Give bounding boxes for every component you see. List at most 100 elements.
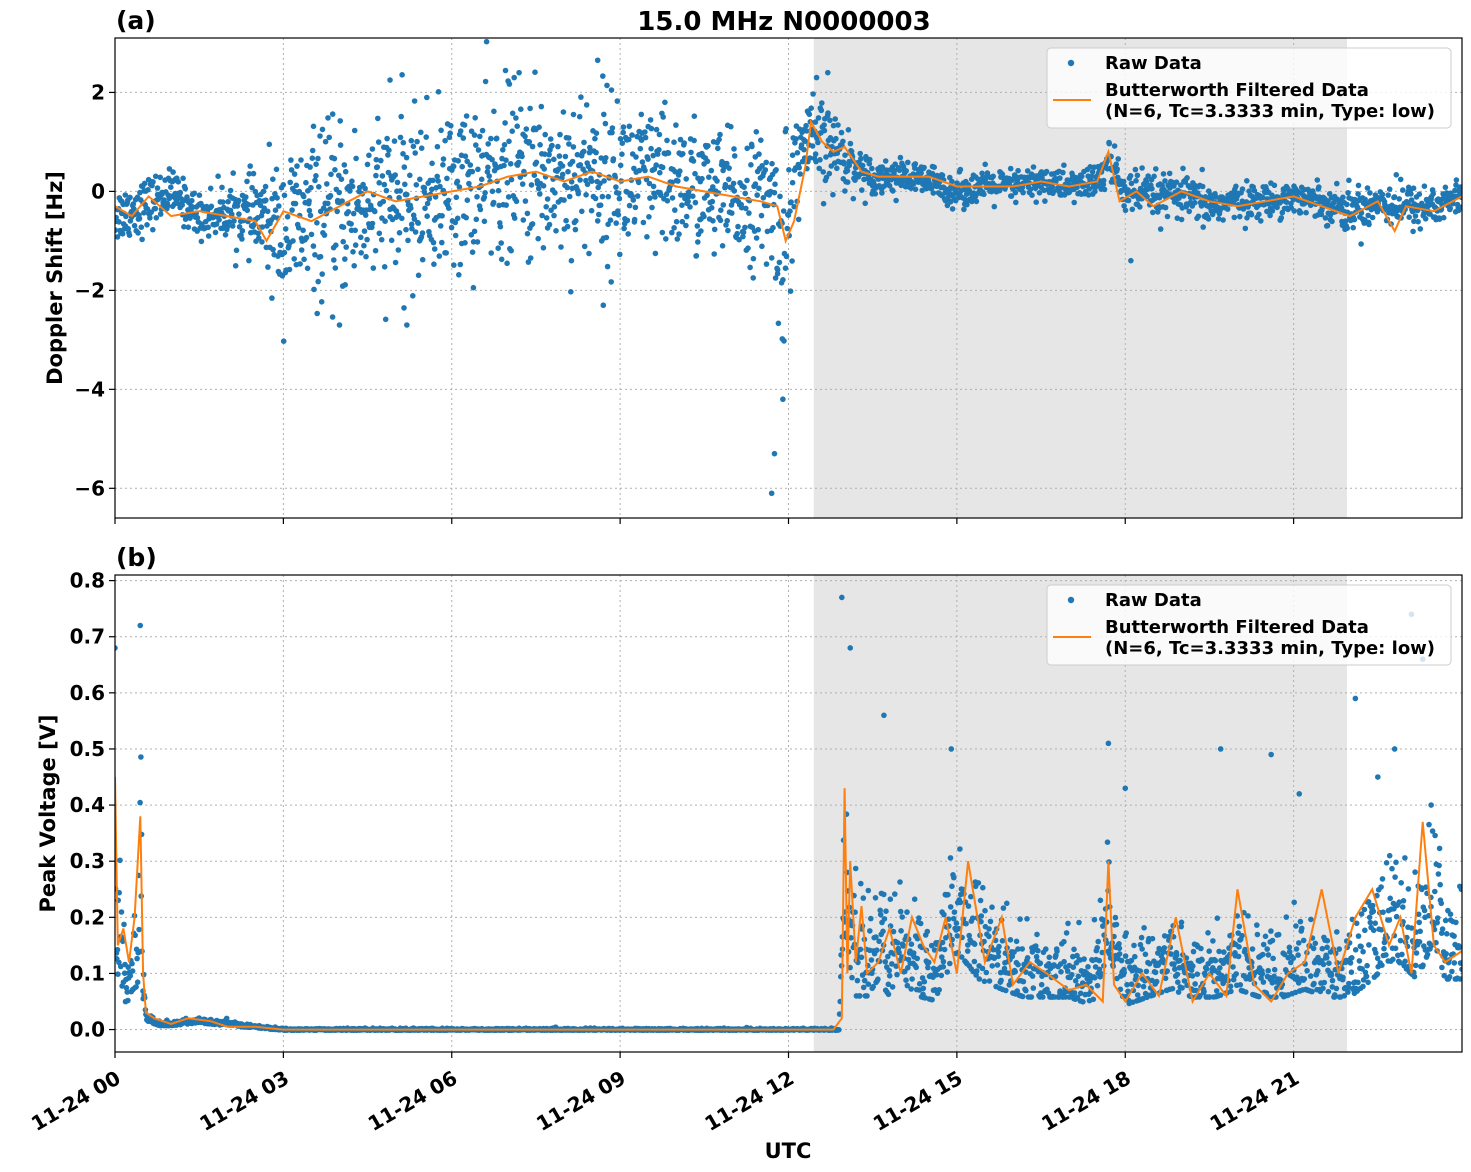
raw-data-point <box>619 151 625 157</box>
raw-data-point <box>1413 213 1419 219</box>
raw-data-point <box>127 232 133 238</box>
raw-data-point <box>1260 952 1266 958</box>
raw-data-point <box>1163 205 1169 211</box>
raw-data-point <box>1236 944 1242 950</box>
raw-data-point <box>130 968 136 974</box>
raw-data-point <box>178 190 184 196</box>
raw-data-point <box>1031 164 1037 170</box>
raw-data-point <box>472 132 478 138</box>
raw-data-point <box>881 892 887 898</box>
raw-data-point <box>810 91 816 97</box>
raw-data-point <box>482 219 488 225</box>
raw-data-point <box>950 206 956 212</box>
raw-data-point <box>1123 953 1129 959</box>
raw-data-point <box>961 207 967 213</box>
raw-data-point <box>351 211 357 217</box>
raw-data-point <box>320 127 326 133</box>
raw-data-point <box>409 138 415 144</box>
raw-data-point <box>1085 964 1091 970</box>
raw-data-point <box>1352 217 1358 223</box>
raw-data-point <box>690 193 696 199</box>
raw-data-point <box>925 929 931 935</box>
raw-data-point <box>886 992 892 998</box>
raw-data-point <box>671 225 677 231</box>
raw-data-point <box>972 941 978 947</box>
raw-data-point <box>392 138 398 144</box>
raw-data-point <box>725 228 731 234</box>
raw-data-point <box>324 181 330 187</box>
raw-data-point <box>475 167 481 173</box>
raw-data-point <box>949 884 955 890</box>
raw-data-point <box>294 183 300 189</box>
raw-data-point <box>1206 948 1212 954</box>
raw-data-point <box>825 110 831 116</box>
raw-data-point <box>909 976 915 982</box>
raw-data-point <box>1123 208 1129 214</box>
raw-data-point <box>1151 174 1157 180</box>
raw-data-point <box>115 971 121 977</box>
raw-data-point <box>514 199 520 205</box>
raw-data-point <box>446 198 452 204</box>
raw-data-point <box>972 959 978 965</box>
raw-data-point <box>992 204 998 210</box>
raw-data-point <box>620 140 626 146</box>
raw-data-point <box>1069 972 1075 978</box>
raw-data-point <box>557 132 563 138</box>
raw-data-point <box>1316 184 1322 190</box>
raw-data-point <box>539 104 545 110</box>
raw-data-point <box>512 215 518 221</box>
raw-data-point <box>859 955 865 961</box>
raw-data-point <box>692 113 698 119</box>
raw-data-point <box>724 218 730 224</box>
raw-data-point <box>1355 191 1361 197</box>
raw-data-point <box>136 927 142 933</box>
raw-data-point <box>780 396 786 402</box>
raw-data-point <box>458 262 464 268</box>
panel-label: (a) <box>116 6 156 35</box>
raw-data-point <box>887 973 893 979</box>
raw-data-point <box>987 978 993 984</box>
raw-data-point <box>1345 190 1351 196</box>
raw-data-point <box>283 226 289 232</box>
raw-data-point <box>832 116 838 122</box>
raw-data-point <box>921 165 927 171</box>
raw-data-point <box>732 153 738 159</box>
raw-data-point <box>621 226 627 232</box>
raw-data-point <box>348 221 354 227</box>
raw-data-point <box>851 196 857 202</box>
raw-data-point <box>846 127 852 133</box>
raw-data-point <box>225 199 231 205</box>
raw-data-point <box>422 185 428 191</box>
raw-data-point <box>908 986 914 992</box>
raw-data-point <box>1141 925 1147 931</box>
raw-data-point <box>787 208 793 214</box>
raw-data-point <box>941 912 947 918</box>
raw-data-point <box>1294 946 1300 952</box>
raw-data-point <box>957 846 963 852</box>
raw-data-point <box>742 225 748 231</box>
raw-data-point <box>586 251 592 257</box>
raw-data-point <box>627 124 633 130</box>
raw-data-point <box>436 89 442 95</box>
raw-data-point <box>472 115 478 121</box>
raw-data-point <box>1150 210 1156 216</box>
raw-data-point <box>996 944 1002 950</box>
raw-data-point <box>691 138 697 144</box>
raw-data-point <box>631 197 637 203</box>
raw-data-point <box>858 947 864 953</box>
raw-data-point <box>132 223 138 229</box>
raw-data-point <box>723 182 729 188</box>
raw-data-point <box>645 156 651 162</box>
raw-data-point <box>945 892 951 898</box>
raw-data-point <box>726 165 732 171</box>
raw-data-point <box>422 206 428 212</box>
raw-data-point <box>509 177 515 183</box>
raw-data-point <box>322 232 328 238</box>
raw-data-point <box>858 156 864 162</box>
raw-data-point <box>373 248 379 254</box>
raw-data-point <box>1162 945 1168 951</box>
raw-data-point <box>563 218 569 224</box>
raw-data-point <box>963 921 969 927</box>
raw-data-point <box>1112 143 1118 149</box>
raw-data-point <box>817 157 823 163</box>
